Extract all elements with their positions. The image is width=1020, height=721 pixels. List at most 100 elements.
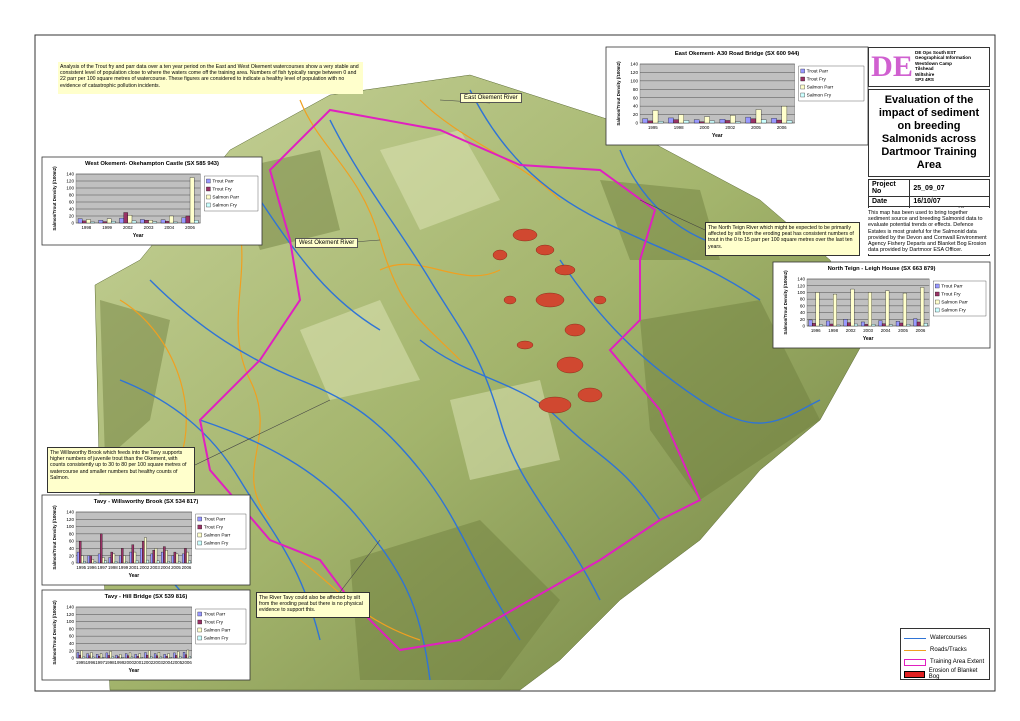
bar	[815, 292, 820, 327]
legend-label: Trout Fry	[204, 525, 224, 531]
y-tick-label: 100	[66, 524, 74, 529]
bar	[819, 324, 823, 327]
legend-item: Roads/Tracks	[904, 644, 986, 656]
y-tick-label: 80	[800, 297, 806, 302]
y-axis-label: Salmon/Trout Density (/100m2)	[783, 270, 788, 335]
legend-swatch	[800, 84, 805, 90]
x-axis-label: Year	[712, 133, 723, 139]
x-tick-label: 1995	[76, 565, 86, 570]
y-tick-label: 40	[69, 207, 75, 212]
bar	[126, 655, 130, 659]
bar	[108, 557, 111, 564]
legend-label: Salmon Parr	[204, 533, 231, 539]
bar	[916, 321, 921, 327]
legend-label: Trout Parr	[212, 179, 234, 185]
bar	[107, 655, 110, 659]
y-axis-label: Salmon/Trout Density (/100m2)	[52, 505, 57, 570]
bar	[104, 560, 107, 564]
legend-swatch	[800, 92, 805, 98]
y-tick-label: 40	[800, 310, 806, 315]
x-tick-label: 2002	[140, 565, 150, 570]
bar	[109, 651, 112, 659]
bar	[118, 555, 122, 564]
legend-label: Trout Parr	[807, 69, 829, 75]
bar	[150, 656, 153, 659]
bar	[125, 653, 128, 659]
bar	[881, 323, 886, 327]
bar	[169, 215, 174, 224]
river-label: West Okement River	[295, 238, 359, 248]
bar	[89, 555, 92, 564]
y-tick-label: 80	[69, 626, 75, 631]
bar	[182, 553, 185, 564]
bar	[833, 293, 837, 327]
bar	[163, 546, 166, 564]
y-axis-label: Salmon/Trout Density (/100m2)	[52, 166, 57, 231]
x-tick-label: 2006	[185, 225, 195, 230]
x-tick-label: 2006	[777, 125, 787, 130]
y-tick-label: 20	[69, 648, 75, 653]
x-tick-label: 2003	[144, 225, 154, 230]
x-tick-label: 2006	[182, 660, 192, 665]
info-row: Date 16/10/07	[867, 196, 990, 207]
bar	[98, 656, 101, 659]
bar	[704, 116, 710, 124]
x-tick-label: 2003	[863, 328, 873, 333]
bar	[134, 654, 137, 659]
legend-swatch	[197, 516, 202, 522]
bar	[177, 651, 180, 659]
x-tick-label: 2001	[129, 565, 139, 570]
bar	[185, 215, 191, 224]
y-tick-label: 120	[797, 283, 805, 288]
bar	[171, 555, 175, 564]
bar	[87, 555, 90, 564]
bar	[760, 119, 767, 124]
y-tick-label: 60	[800, 303, 806, 308]
y-tick-label: 20	[633, 112, 639, 117]
legend-swatch	[197, 524, 202, 530]
bar	[184, 654, 188, 659]
chart-title: West Okement- Okehampton Castle (SX 585 …	[85, 161, 219, 167]
bar	[77, 218, 83, 224]
y-tick-label: 60	[633, 95, 639, 100]
bar	[105, 652, 108, 659]
y-axis-label: Salmon/Trout Density (/100m2)	[52, 600, 57, 665]
legend-label: Salmon Parr	[941, 300, 968, 306]
y-tick-label: 100	[66, 186, 74, 191]
y-tick-label: 40	[69, 641, 75, 646]
x-tick-label: 1999	[102, 225, 112, 230]
legend-swatch	[935, 283, 940, 289]
org-line: SP3 4RS	[915, 77, 934, 83]
x-tick-label: 1998	[81, 225, 91, 230]
bar	[175, 655, 178, 659]
callout: The Willsworthy Brook which feeds into t…	[47, 447, 195, 493]
bar	[97, 553, 101, 564]
bar	[864, 324, 869, 327]
bar	[652, 110, 659, 124]
bar	[83, 561, 86, 564]
legend-label: Salmon Fry	[941, 308, 966, 314]
bar	[136, 656, 139, 659]
logo: DE	[871, 50, 913, 83]
bar	[699, 121, 705, 124]
x-tick-label: 1997	[95, 660, 105, 665]
bar	[128, 652, 132, 659]
bar	[693, 119, 700, 124]
legend-label: Salmon Fry	[212, 203, 237, 209]
x-tick-label: 1997	[97, 565, 107, 570]
bar	[668, 117, 674, 124]
legend-label: Salmon Fry	[204, 541, 229, 547]
bar	[111, 656, 114, 659]
bar	[167, 653, 170, 659]
x-tick-label: 2001	[134, 660, 144, 665]
chart-title: Tavy - Hill Bridge (SX 539 816)	[105, 594, 188, 600]
bar	[138, 653, 141, 659]
info-cell: 16/10/07	[909, 196, 990, 207]
legend-label: Trout Fry	[941, 292, 961, 298]
bar	[781, 105, 788, 124]
bar	[82, 656, 85, 659]
bar	[169, 657, 172, 659]
chart-legend	[195, 513, 247, 550]
x-tick-label: 1998	[108, 565, 118, 570]
y-tick-label: 40	[633, 104, 639, 109]
